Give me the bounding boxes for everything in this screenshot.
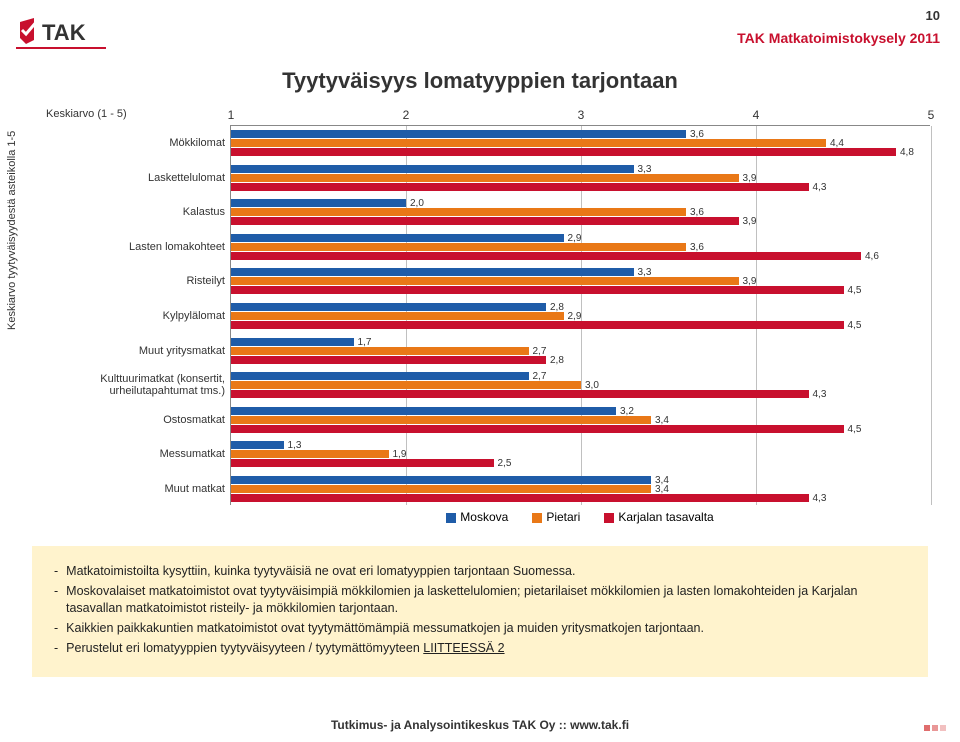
bar bbox=[231, 347, 529, 355]
chart-row: Risteilyt3,33,94,5 bbox=[231, 264, 930, 299]
bar bbox=[231, 450, 389, 458]
chart-row: Kalastus2,03,63,9 bbox=[231, 195, 930, 230]
bar bbox=[231, 243, 686, 251]
bar bbox=[231, 208, 686, 216]
bar bbox=[231, 217, 739, 225]
bar-value-label: 4,6 bbox=[865, 251, 879, 262]
chart-row: Ostosmatkat3,23,44,5 bbox=[231, 402, 930, 437]
bar bbox=[231, 268, 634, 276]
xaxis-tick: 1 bbox=[228, 108, 235, 122]
bar bbox=[231, 381, 581, 389]
note-bullet: Kaikkien paikkakuntien matkatoimistot ov… bbox=[50, 620, 910, 637]
legend-swatch bbox=[446, 513, 456, 523]
bar-value-label: 4,5 bbox=[848, 285, 862, 296]
scale-label: Keskiarvo (1 - 5) bbox=[46, 108, 127, 120]
category-label: Ostosmatkat bbox=[45, 414, 225, 426]
category-label: Mökkilomat bbox=[45, 137, 225, 149]
bar-value-label: 4,8 bbox=[900, 147, 914, 158]
bar bbox=[231, 139, 826, 147]
bar-value-label: 2,5 bbox=[498, 458, 512, 469]
page-number: 10 bbox=[926, 8, 940, 23]
footer-decoration bbox=[922, 718, 946, 736]
bar bbox=[231, 165, 634, 173]
xaxis-tick: 3 bbox=[578, 108, 585, 122]
bar-value-label: 4,3 bbox=[813, 182, 827, 193]
bar bbox=[231, 390, 809, 398]
category-label: Messumatkat bbox=[45, 448, 225, 460]
legend-item: Moskova bbox=[446, 510, 508, 524]
bar bbox=[231, 407, 616, 415]
chart-row: Laskettelulomat3,33,94,3 bbox=[231, 161, 930, 196]
chart-title: Tyytyväisyys lomatyyppien tarjontaan bbox=[0, 68, 960, 94]
legend-label: Moskova bbox=[460, 510, 508, 524]
chart-row: Lasten lomakohteet2,93,64,6 bbox=[231, 230, 930, 265]
notes-panel: Matkatoimistoilta kysyttiin, kuinka tyyt… bbox=[32, 546, 928, 677]
category-label: Kalastus bbox=[45, 206, 225, 218]
legend-item: Karjalan tasavalta bbox=[604, 510, 713, 524]
bar bbox=[231, 312, 564, 320]
bar bbox=[231, 459, 494, 467]
bar-value-label: 2,8 bbox=[550, 355, 564, 366]
bar bbox=[231, 234, 564, 242]
legend-label: Karjalan tasavalta bbox=[618, 510, 713, 524]
note-bullet: Perustelut eri lomatyyppien tyytyväisyyt… bbox=[50, 640, 910, 657]
bar bbox=[231, 476, 651, 484]
bar bbox=[231, 372, 529, 380]
bar-value-label: 4,3 bbox=[813, 493, 827, 504]
category-label: Muut yritysmatkat bbox=[45, 344, 225, 356]
appendix-link[interactable]: LIITTEESSÄ 2 bbox=[423, 641, 504, 655]
footer-text: Tutkimus- ja Analysointikeskus TAK Oy ::… bbox=[0, 718, 960, 732]
bar-value-label: 4,5 bbox=[848, 424, 862, 435]
bar bbox=[231, 356, 546, 364]
bar bbox=[231, 252, 861, 260]
bar bbox=[231, 183, 809, 191]
bar bbox=[231, 425, 844, 433]
chart-row: Mökkilomat3,64,44,8 bbox=[231, 126, 930, 161]
bar bbox=[231, 148, 896, 156]
note-bullet: Moskovalaiset matkatoimistot ovat tyytyv… bbox=[50, 583, 910, 617]
chart-row: Muut matkat3,43,44,3 bbox=[231, 471, 930, 506]
gridline bbox=[931, 126, 932, 505]
category-label: Kulttuurimatkat (konsertit, urheilutapah… bbox=[45, 373, 225, 397]
header-survey-title: TAK Matkatoimistokysely 2011 bbox=[737, 30, 940, 46]
legend-swatch bbox=[532, 513, 542, 523]
bar bbox=[231, 199, 406, 207]
chart-row: Kulttuurimatkat (konsertit, urheilutapah… bbox=[231, 368, 930, 403]
legend-item: Pietari bbox=[532, 510, 580, 524]
category-label: Muut matkat bbox=[45, 483, 225, 495]
xaxis-tick: 5 bbox=[928, 108, 935, 122]
bar bbox=[231, 130, 686, 138]
bar bbox=[231, 416, 651, 424]
category-label: Lasten lomakohteet bbox=[45, 241, 225, 253]
bar-value-label: 4,5 bbox=[848, 320, 862, 331]
svg-text:TAK: TAK bbox=[42, 20, 86, 45]
bar bbox=[231, 277, 739, 285]
bar-value-label: 3,9 bbox=[743, 216, 757, 227]
chart-row: Kylpylälomat2,82,94,5 bbox=[231, 299, 930, 334]
bar bbox=[231, 174, 739, 182]
bar-value-label: 4,3 bbox=[813, 389, 827, 400]
chart-row: Muut yritysmatkat1,72,72,8 bbox=[231, 333, 930, 368]
chart-row: Messumatkat1,31,92,5 bbox=[231, 437, 930, 472]
category-label: Kylpylälomat bbox=[45, 310, 225, 322]
legend-label: Pietari bbox=[546, 510, 580, 524]
note-bullet: Matkatoimistoilta kysyttiin, kuinka tyyt… bbox=[50, 563, 910, 580]
xaxis-tick: 2 bbox=[403, 108, 410, 122]
bar bbox=[231, 303, 546, 311]
bar bbox=[231, 338, 354, 346]
xaxis-tick: 4 bbox=[753, 108, 760, 122]
bar bbox=[231, 286, 844, 294]
legend-swatch bbox=[604, 513, 614, 523]
bar bbox=[231, 321, 844, 329]
bar bbox=[231, 441, 284, 449]
chart-legend: Moskova Pietari Karjalan tasavalta bbox=[230, 510, 930, 524]
bar bbox=[231, 494, 809, 502]
bar bbox=[231, 485, 651, 493]
yaxis-label: Keskiarvo tyytyväisyydestä asteikolla 1-… bbox=[6, 131, 18, 330]
category-label: Risteilyt bbox=[45, 275, 225, 287]
chart-plot-area: 12345Mökkilomat3,64,44,8Laskettelulomat3… bbox=[230, 125, 930, 505]
category-label: Laskettelulomat bbox=[45, 172, 225, 184]
logo: TAK bbox=[16, 16, 106, 63]
